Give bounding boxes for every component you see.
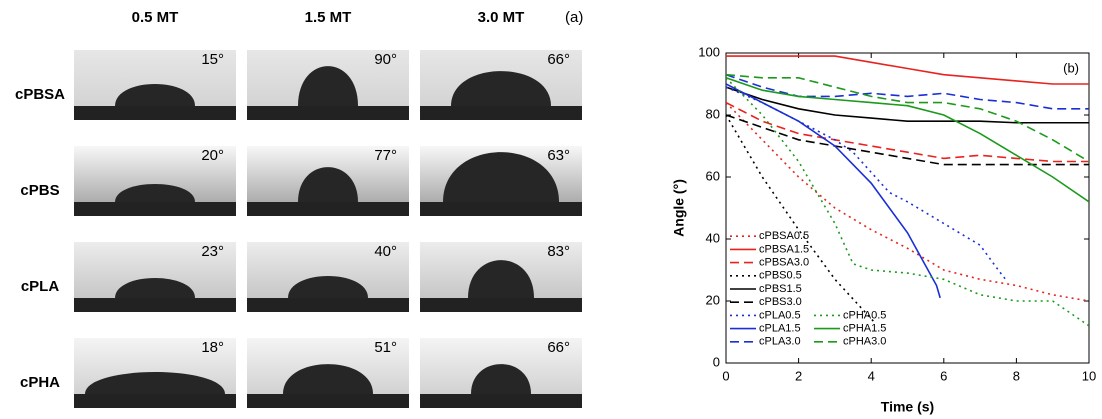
droplet: [298, 167, 358, 202]
droplet: [115, 184, 195, 202]
y-tick-label: 20: [706, 292, 720, 307]
x-tick-label: 10: [1082, 368, 1096, 383]
droplet: [451, 71, 551, 106]
substrate: [74, 106, 236, 120]
legend-label: cPBS3.0: [759, 296, 802, 308]
contact-angle: 20°: [201, 147, 224, 164]
droplet: [115, 278, 195, 298]
substrate: [420, 202, 582, 216]
row-label: cPBSA: [15, 86, 65, 103]
column-header: 1.5 MT: [305, 9, 352, 26]
substrate: [420, 394, 582, 408]
droplet: [288, 276, 368, 298]
row-label: cPHA: [20, 374, 60, 391]
substrate: [74, 394, 236, 408]
contact-angle: 40°: [374, 243, 397, 260]
panel-label: (a): [565, 9, 583, 26]
y-axis-label: Angle (°): [671, 179, 687, 237]
droplet: [283, 364, 373, 394]
row-label: cPBS: [20, 182, 59, 199]
data-line: [726, 114, 876, 324]
plot-frame: [725, 52, 1090, 364]
x-tick-label: 6: [940, 368, 947, 383]
contact-angle: 66°: [547, 51, 570, 68]
legend-label: cPHA3.0: [843, 336, 886, 348]
data-line: [726, 73, 1089, 110]
data-line: [726, 55, 1089, 85]
substrate: [247, 394, 409, 408]
legend-label: cPBSA3.0: [759, 257, 809, 269]
x-tick-label: 8: [1013, 368, 1020, 383]
contact-angle: 51°: [374, 339, 397, 356]
y-tick-label: 0: [713, 354, 720, 369]
contact-angle: 66°: [547, 339, 570, 356]
column-header: 0.5 MT: [132, 9, 179, 26]
legend-label: cPHA0.5: [843, 309, 886, 321]
x-tick-label: 2: [795, 368, 802, 383]
data-line: [726, 101, 1089, 163]
substrate: [247, 106, 409, 120]
droplet: [298, 66, 358, 106]
droplet: [468, 260, 534, 298]
y-tick-label: 40: [706, 230, 720, 245]
data-line: [726, 73, 1089, 163]
contact-angle: 63°: [547, 147, 570, 164]
droplet: [85, 372, 225, 394]
legend-label: cPBS1.5: [759, 283, 802, 295]
data-line: [726, 77, 1089, 203]
legend-label: cPLA3.0: [759, 336, 801, 348]
annotation: (b): [1063, 60, 1079, 75]
legend-label: cPLA1.5: [759, 323, 801, 335]
substrate: [420, 106, 582, 120]
data-line: [726, 86, 1089, 124]
legend-label: cPBSA0.5: [759, 230, 809, 242]
legend-label: cPBSA1.5: [759, 243, 809, 255]
contact-angle: 90°: [374, 51, 397, 68]
contact-angle: 18°: [201, 339, 224, 356]
legend-label: cPBS0.5: [759, 270, 802, 282]
substrate: [74, 298, 236, 312]
x-axis-label: Time (s): [881, 399, 934, 415]
legend-label: cPLA0.5: [759, 309, 801, 321]
contact-angle: 23°: [201, 243, 224, 260]
y-tick-label: 100: [698, 44, 720, 59]
substrate: [74, 202, 236, 216]
droplet: [471, 364, 531, 394]
droplet: [443, 152, 559, 202]
data-line: [726, 77, 1089, 327]
data-line: [726, 114, 1089, 166]
x-tick-label: 0: [722, 368, 729, 383]
x-tick-label: 4: [868, 368, 875, 383]
data-line: [726, 102, 1089, 302]
column-header: 3.0 MT: [478, 9, 525, 26]
contact-angle: 83°: [547, 243, 570, 260]
substrate: [247, 298, 409, 312]
contact-angle: 15°: [201, 51, 224, 68]
contact-angle: 77°: [374, 147, 397, 164]
substrate: [247, 202, 409, 216]
row-label: cPLA: [21, 278, 60, 295]
y-tick-label: 60: [706, 168, 720, 183]
legend-label: cPHA1.5: [843, 323, 886, 335]
droplet: [115, 84, 195, 106]
y-tick-label: 80: [706, 106, 720, 121]
substrate: [420, 298, 582, 312]
